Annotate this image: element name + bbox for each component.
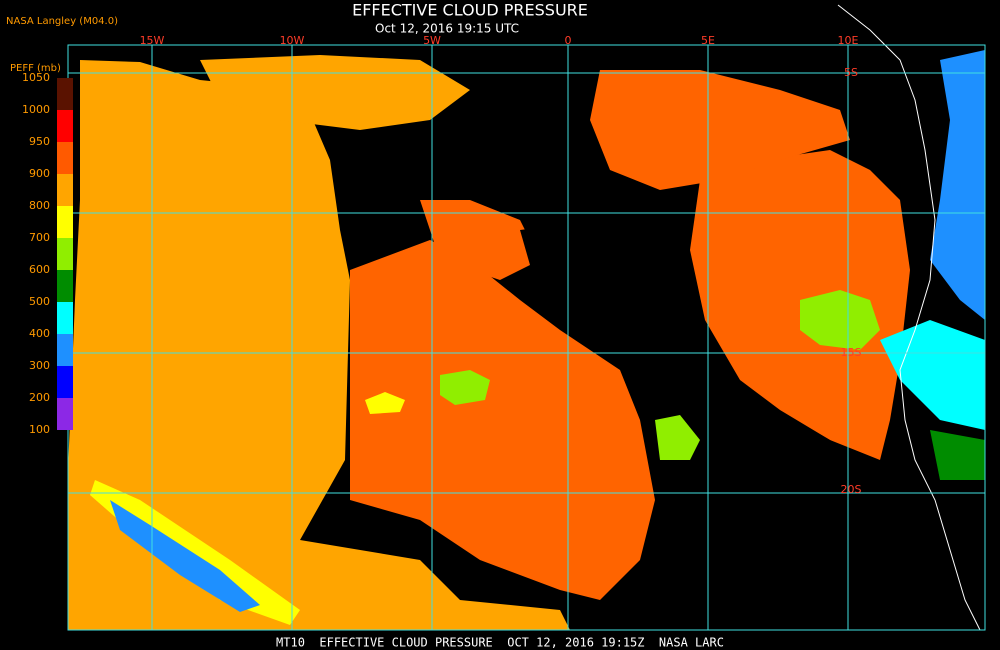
colorbar-tick-label: 1000 bbox=[22, 103, 50, 116]
longitude-label: 15W bbox=[140, 34, 165, 47]
colorbar-tick-label: 950 bbox=[29, 135, 50, 148]
cirrus-band bbox=[90, 480, 300, 625]
high-cloud-patch bbox=[800, 290, 880, 350]
map bbox=[68, 4, 985, 631]
latitude-label: 20S bbox=[841, 483, 862, 496]
colorbar-swatch bbox=[57, 366, 73, 398]
colorbar-tick-label: 700 bbox=[29, 231, 50, 244]
subtitle: Oct 12, 2016 19:15 UTC bbox=[375, 22, 519, 36]
colorbar-swatch bbox=[57, 110, 73, 142]
latitude-label: 15S bbox=[841, 346, 862, 359]
colorbar-tick-label: 900 bbox=[29, 167, 50, 180]
credit: NASA Langley (M04.0) bbox=[6, 16, 118, 27]
mid-cloud-region bbox=[350, 240, 655, 600]
convective-region bbox=[880, 320, 985, 430]
longitude-label: 5E bbox=[701, 34, 715, 47]
colorbar-tick-label: 500 bbox=[29, 295, 50, 308]
latitude-label: 5S bbox=[844, 66, 858, 79]
colorbar-swatch bbox=[57, 142, 73, 174]
colorbar-swatch bbox=[57, 334, 73, 366]
colorbar-tick-label: 300 bbox=[29, 359, 50, 372]
colorbar-swatch bbox=[57, 206, 73, 238]
colorbar-swatch bbox=[57, 270, 73, 302]
longitude-label: 10E bbox=[838, 34, 859, 47]
mid-cloud-region bbox=[420, 200, 540, 280]
colorbar-swatch bbox=[57, 398, 73, 430]
cirrus-band bbox=[110, 500, 260, 612]
colorbar-swatch bbox=[57, 302, 73, 334]
low-cloud-region bbox=[200, 55, 470, 130]
colorbar-tick-label: 1050 bbox=[22, 71, 50, 84]
colorbar-label: PEFF (mb) bbox=[10, 63, 61, 74]
low-cloud-region bbox=[68, 60, 570, 630]
convective-region bbox=[930, 50, 985, 320]
longitude-label: 5W bbox=[423, 34, 441, 47]
longitude-label: 10W bbox=[280, 34, 305, 47]
colorbar-tick-label: 400 bbox=[29, 327, 50, 340]
high-cloud-patch bbox=[440, 370, 490, 405]
colorbar-swatch bbox=[57, 174, 73, 206]
mid-cloud-region bbox=[590, 70, 850, 190]
colorbar-tick-label: 800 bbox=[29, 199, 50, 212]
colorbar-tick-label: 100 bbox=[29, 423, 50, 436]
colorbar-tick-label: 600 bbox=[29, 263, 50, 276]
high-cloud-patch bbox=[365, 392, 405, 414]
colorbar-swatch bbox=[57, 78, 73, 110]
title: EFFECTIVE CLOUD PRESSURE bbox=[352, 1, 588, 20]
clear-sky bbox=[660, 400, 880, 630]
high-cloud-patch bbox=[655, 415, 700, 460]
footer: MT10 EFFECTIVE CLOUD PRESSURE OCT 12, 20… bbox=[276, 636, 724, 650]
convective-region bbox=[930, 430, 985, 480]
colorbar-tick-label: 200 bbox=[29, 391, 50, 404]
clear-sky bbox=[520, 220, 690, 360]
colorbar-swatch bbox=[57, 238, 73, 270]
longitude-label: 0 bbox=[565, 34, 572, 47]
